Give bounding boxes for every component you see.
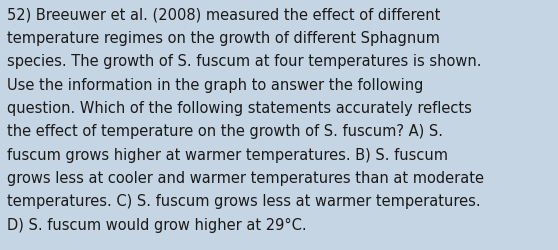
Text: D) S. fuscum would grow higher at 29°C.: D) S. fuscum would grow higher at 29°C. (7, 217, 306, 232)
Text: question. Which of the following statements accurately reflects: question. Which of the following stateme… (7, 100, 472, 116)
Text: temperatures. C) S. fuscum grows less at warmer temperatures.: temperatures. C) S. fuscum grows less at… (7, 194, 480, 208)
Text: temperature regimes on the growth of different Sphagnum: temperature regimes on the growth of dif… (7, 31, 440, 46)
Text: species. The growth of S. fuscum at four temperatures is shown.: species. The growth of S. fuscum at four… (7, 54, 481, 69)
Text: grows less at cooler and warmer temperatures than at moderate: grows less at cooler and warmer temperat… (7, 170, 484, 185)
Text: the effect of temperature on the growth of S. fuscum? A) S.: the effect of temperature on the growth … (7, 124, 442, 139)
Text: Use the information in the graph to answer the following: Use the information in the graph to answ… (7, 77, 423, 92)
Text: fuscum grows higher at warmer temperatures. B) S. fuscum: fuscum grows higher at warmer temperatur… (7, 147, 448, 162)
Text: 52) Breeuwer et al. (2008) measured the effect of different: 52) Breeuwer et al. (2008) measured the … (7, 8, 440, 22)
